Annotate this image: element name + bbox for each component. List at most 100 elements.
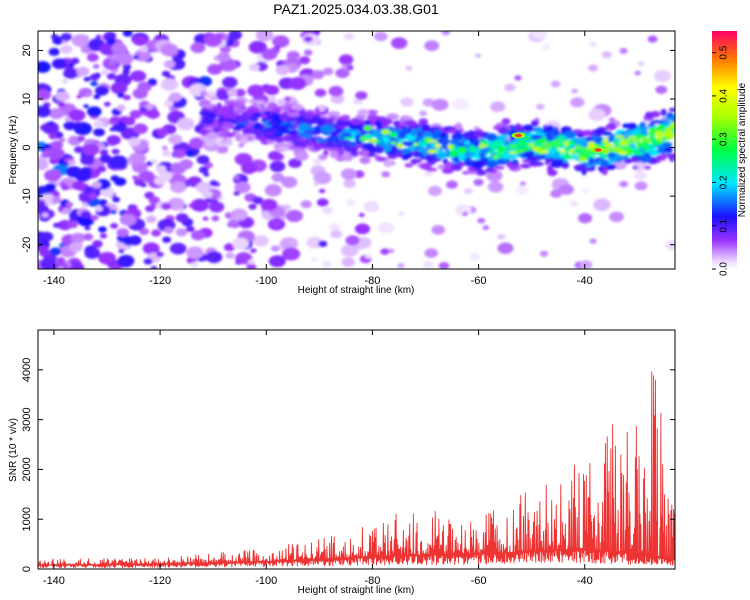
- noise-blob: [613, 160, 627, 170]
- noise-blob: [250, 248, 257, 253]
- signal-blob: [357, 108, 370, 117]
- x-tick-label: -140: [43, 275, 65, 287]
- noise-blob: [234, 153, 253, 166]
- noise-blob: [65, 166, 82, 178]
- noise-blob: [191, 230, 205, 241]
- noise-blob: [83, 104, 89, 109]
- noise-blob: [381, 171, 391, 178]
- y-tick-label: 1000: [21, 507, 33, 531]
- signal-blob: [511, 159, 519, 165]
- snr-line: [38, 371, 675, 569]
- noise-blob: [516, 185, 529, 195]
- x-tick-label: -40: [577, 575, 593, 587]
- signal-blob: [473, 131, 481, 138]
- noise-blob: [63, 121, 77, 131]
- noise-blob: [190, 198, 209, 212]
- noise-blob: [163, 100, 174, 107]
- noise-blob: [131, 161, 148, 173]
- noise-blob: [364, 254, 372, 259]
- noise-blob: [486, 169, 503, 182]
- noise-blob: [284, 96, 291, 102]
- noise-blob: [462, 211, 468, 216]
- noise-blob: [303, 49, 313, 56]
- noise-blob: [228, 31, 243, 40]
- signal-blob: [632, 166, 638, 170]
- noise-blob: [129, 152, 146, 165]
- signal-blob: [221, 125, 230, 130]
- signal-blob: [618, 150, 628, 155]
- noise-blob: [601, 51, 613, 59]
- noise-blob: [48, 108, 65, 120]
- noise-blob: [270, 220, 282, 228]
- signal-blob: [565, 153, 571, 158]
- y-tick-label: -20: [21, 237, 33, 253]
- signal-blob: [321, 144, 330, 149]
- noise-blob: [119, 213, 137, 226]
- signal-blob: [330, 115, 336, 120]
- y-tick-label: 4000: [21, 358, 33, 382]
- noise-blob: [246, 263, 257, 269]
- signal-blob: [235, 114, 248, 123]
- signal-blob: [646, 149, 660, 156]
- signal-blob: [604, 125, 613, 130]
- noise-blob: [98, 251, 116, 265]
- noise-blob: [57, 101, 66, 108]
- noise-blob: [464, 188, 473, 195]
- signal-blob: [203, 117, 215, 125]
- noise-blob: [272, 35, 290, 48]
- signal-blob: [637, 143, 644, 148]
- signal-blob: [435, 148, 441, 155]
- noise-blob: [83, 233, 94, 241]
- signal-blob: [478, 144, 488, 148]
- noise-blob: [161, 70, 171, 77]
- noise-blob: [58, 137, 66, 143]
- noise-blob: [589, 238, 597, 244]
- signal-blob: [411, 158, 418, 165]
- signal-blob: [424, 137, 432, 141]
- noise-blob: [62, 79, 68, 84]
- spectrogram-panel: -140 -120 -100 -80 -60 -40 20 10 0 -10 -20 Height…: [8, 30, 676, 296]
- noise-blob: [354, 223, 371, 235]
- noise-blob: [172, 148, 186, 159]
- signal-blob: [341, 114, 350, 119]
- noise-blob: [132, 175, 139, 180]
- signal-blob: [496, 147, 509, 152]
- noise-blob: [619, 180, 629, 188]
- noise-blob: [83, 76, 91, 82]
- noise-blob: [300, 200, 312, 209]
- noise-blob: [133, 123, 148, 135]
- signal-blob: [421, 131, 434, 140]
- noise-blob: [248, 63, 260, 72]
- noise-blob: [145, 215, 157, 223]
- colorbar-label: Normalized spectral amplitude: [737, 82, 748, 217]
- noise-blob: [41, 212, 49, 218]
- noise-blob: [99, 149, 109, 156]
- signal-blob: [253, 122, 262, 131]
- x-tick-label: -120: [149, 275, 171, 287]
- signal-blob: [372, 129, 380, 135]
- noise-blob: [405, 65, 413, 71]
- noise-blob: [108, 59, 117, 66]
- snr-panel: -140 -120 -100 -80 -60 -40 01000200030004000 …: [8, 329, 676, 596]
- peak-marker: [514, 133, 522, 138]
- signal-blob: [655, 154, 662, 163]
- noise-blob: [48, 121, 55, 126]
- noise-blob: [97, 143, 106, 149]
- signal-blob: [480, 139, 488, 145]
- noise-blob: [140, 182, 147, 188]
- signal-blob: [433, 129, 442, 136]
- noise-blob: [116, 52, 134, 66]
- snr-y-axis: 0 1000 2000 3000 4000: [21, 358, 675, 572]
- colorbar-tick-label: 0.1: [719, 218, 730, 232]
- noise-blob: [168, 134, 183, 145]
- spectrogram-y-axis: 20 10 0 -10 -20: [21, 44, 675, 253]
- noise-blob: [380, 248, 390, 255]
- signal-blob: [486, 133, 498, 142]
- signal-blob: [357, 149, 370, 157]
- noise-blob: [312, 158, 323, 166]
- noise-blob: [40, 258, 57, 269]
- noise-blob: [48, 132, 58, 140]
- noise-blob: [252, 196, 264, 205]
- signal-blob: [548, 129, 555, 137]
- noise-blob: [110, 175, 120, 182]
